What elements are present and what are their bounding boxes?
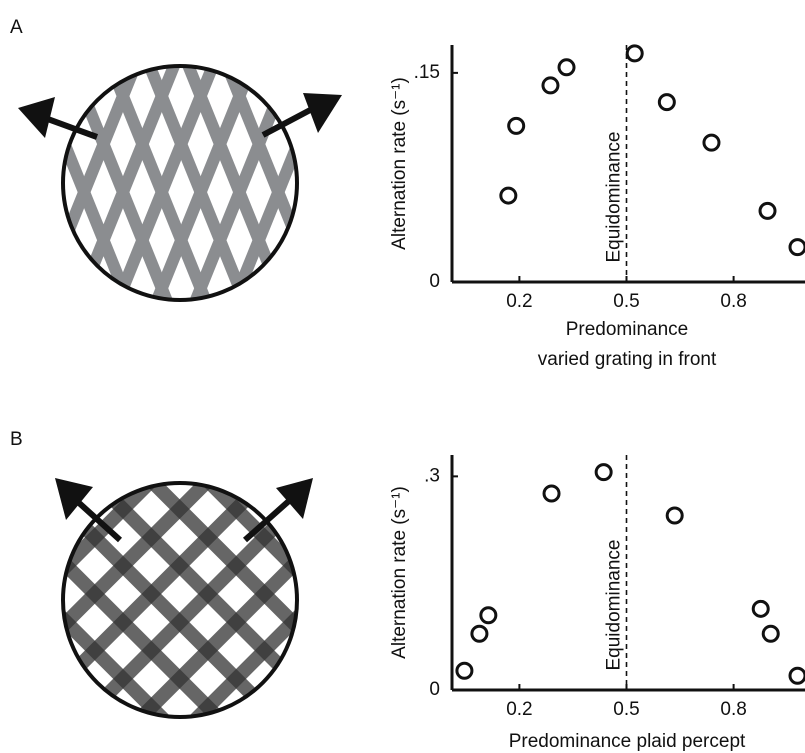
x-tick-label: 0.5 — [613, 699, 639, 720]
y-axis-label: Alternation rate (s⁻¹) — [389, 486, 410, 659]
data-point — [481, 608, 496, 623]
x-axis-label: Predominance plaid percept — [509, 731, 746, 752]
data-point — [596, 465, 611, 480]
x-axis-label: varied grating in front — [538, 349, 717, 370]
data-point — [543, 78, 558, 93]
stimulus-b — [55, 478, 313, 725]
x-tick-label: 0.8 — [720, 291, 746, 312]
data-point — [667, 508, 682, 523]
data-point — [790, 240, 805, 255]
data-point — [509, 118, 524, 133]
data-point — [790, 668, 805, 683]
data-point — [704, 135, 719, 150]
reference-label: Equidominance — [604, 540, 625, 671]
data-point — [760, 203, 775, 218]
x-tick-label: 0.2 — [506, 291, 532, 312]
data-point — [753, 601, 768, 616]
x-tick-label: 0.8 — [720, 699, 746, 720]
data-point — [457, 663, 472, 678]
y-tick-label: .15 — [414, 62, 440, 83]
y-axis-label: Alternation rate (s⁻¹) — [389, 77, 410, 250]
panel-label: A — [10, 17, 23, 38]
x-tick-label: 0.2 — [506, 699, 532, 720]
data-point — [559, 60, 574, 75]
y-tick-label: 0 — [429, 679, 440, 700]
x-tick-label: 0.5 — [613, 291, 639, 312]
y-tick-label: .3 — [424, 465, 440, 486]
data-point — [501, 188, 516, 203]
panel-label: B — [10, 429, 23, 450]
data-point — [763, 626, 778, 641]
data-point — [627, 46, 642, 61]
data-point — [472, 626, 487, 641]
y-tick-label: 0 — [429, 271, 440, 292]
reference-label: Equidominance — [604, 132, 625, 263]
stimulus-a — [18, 60, 342, 310]
data-point — [659, 95, 674, 110]
data-point — [544, 486, 559, 501]
figure: A 0 .15 0.2 0.5 0.8 Predominance varied grating… — [0, 0, 805, 753]
x-axis-label: Predominance — [566, 319, 689, 340]
